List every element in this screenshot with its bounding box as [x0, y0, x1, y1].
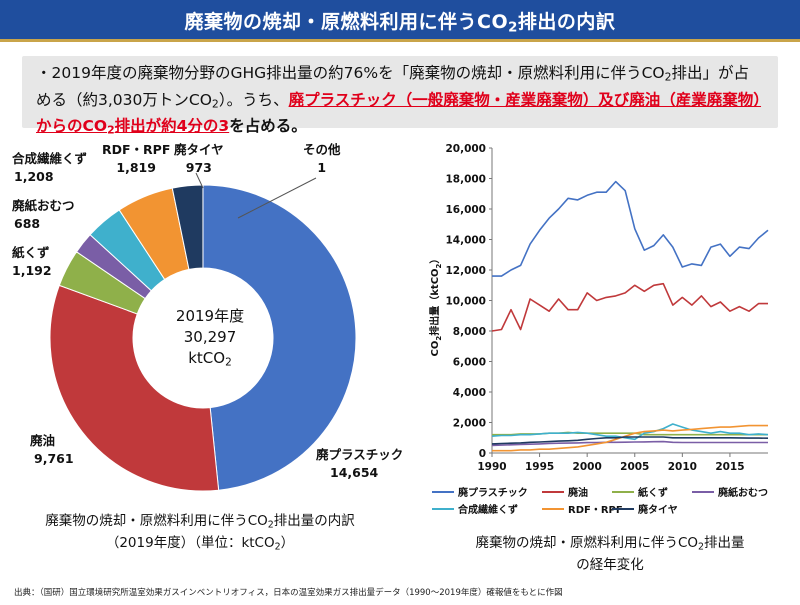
y-tick-label: 6,000 — [453, 357, 486, 369]
legend-label-0: 廃プラスチック — [458, 486, 528, 499]
x-tick-label: 1990 — [477, 461, 506, 473]
donut-slice-1 — [49, 284, 220, 492]
series-line-5 — [492, 424, 768, 452]
y-tick-label: 0 — [479, 448, 486, 460]
leader-other — [237, 177, 317, 219]
label-waste-oil: 廃油 9,761 — [30, 433, 74, 466]
x-tick-label: 2000 — [573, 461, 602, 473]
legend-label-1: 廃油 — [568, 486, 588, 499]
summary-highlight: 廃プラスチック（一般廃棄物・産業廃棄物）及び廃油（産業廃棄物）からのCO2排出が… — [36, 90, 762, 138]
series-line-3 — [491, 440, 768, 447]
line-caption: 廃棄物の焼却・原燃料利用に伴うCO2排出量 の経年変化 — [475, 535, 745, 574]
legend-label-5: RDF・RPF — [568, 505, 623, 516]
x-tick-label: 1995 — [525, 461, 554, 473]
source-note: 出典：（国研）国立環境研究所温室効果ガスインベントリオフィス，日本の温室効果ガス… — [14, 588, 563, 598]
series-line-1 — [491, 282, 768, 332]
y-tick-label: 4,000 — [453, 387, 486, 399]
y-tick-label: 10,000 — [445, 296, 486, 308]
donut-chart — [49, 172, 357, 492]
leader-waste-tire — [195, 172, 204, 189]
x-tick-label: 2015 — [715, 461, 744, 473]
y-tick-label: 18,000 — [445, 174, 486, 186]
label-paper: 紙くず 1,192 — [12, 245, 52, 278]
legend-label-2: 紙くず — [638, 486, 668, 499]
donut-center-year: 2019年度 — [175, 307, 245, 325]
label-synthetic-fiber: 合成繊維くず 1,208 — [12, 151, 88, 184]
label-waste-plastic: 廃プラスチック 14,654 — [316, 447, 404, 480]
donut-center-unit: ktCO2 — [188, 349, 232, 369]
y-tick-label: 2,000 — [453, 418, 486, 430]
line-chart: 0 2,000 4,000 6,000 8,000 10,000 12,000 14,000 1… — [428, 143, 769, 516]
label-waste-tire: 廃タイヤ 973 — [174, 142, 224, 175]
donut-center-label: 2019年度 30,297 ktCO2 — [150, 306, 270, 374]
y-tick-label: 16,000 — [445, 204, 486, 216]
label-other: その他 1 — [303, 142, 341, 175]
x-tick-label: 2010 — [668, 461, 697, 473]
donut-caption: 廃棄物の焼却・原燃料利用に伴うCO2排出量の内訳 （2019年度）（単位：ktC… — [45, 513, 355, 553]
series-line-6 — [491, 436, 769, 445]
label-rdf-rpf: RDF・RPF 1,819 — [102, 142, 171, 175]
donut-center-total: 30,297 — [183, 328, 237, 346]
series-line-4 — [491, 423, 769, 441]
summary-box: ・2019年度の廃棄物分野のGHG排出量の約76%を「廃棄物の焼却・原燃料利用に… — [22, 56, 778, 137]
legend-label-6: 廃タイヤ — [638, 503, 678, 516]
series-line-0 — [492, 180, 769, 277]
x-tick-label: 2005 — [620, 461, 649, 473]
legend-label-3: 廃紙おむつ — [718, 486, 768, 499]
y-tick-label: 8,000 — [453, 326, 486, 338]
legend-label-4: 合成繊維くず — [457, 503, 518, 516]
page-title: 廃棄物の焼却・原燃料利用に伴うCO2排出の内訳 — [184, 10, 616, 36]
donut-slice-0 — [202, 184, 357, 491]
title-underline — [0, 39, 800, 42]
page-title-bar: 廃棄物の焼却・原燃料利用に伴うCO2排出の内訳 — [0, 0, 800, 42]
y-axis-label: CO2排出量（ktCO2） — [428, 254, 443, 357]
label-diapers: 廃紙おむつ 688 — [12, 198, 75, 231]
y-tick-label: 20,000 — [445, 143, 486, 155]
y-tick-label: 14,000 — [445, 235, 486, 247]
y-tick-label: 12,000 — [445, 265, 486, 277]
